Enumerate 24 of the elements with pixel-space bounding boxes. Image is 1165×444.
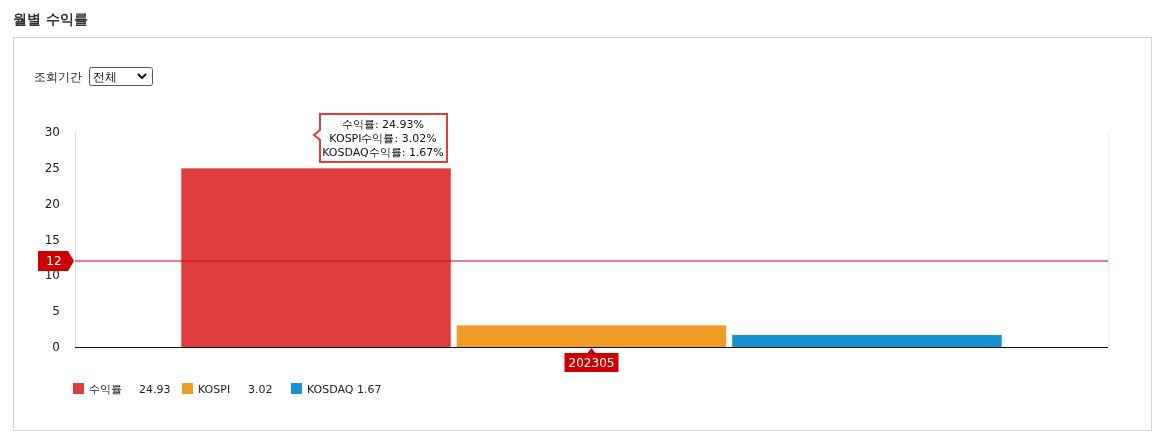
chart-title: 월별 수익률 xyxy=(13,11,88,27)
tooltip: 수익률: 24.93% KOSPI수익률: 3.02% KOSDAQ수익률: 1.67% xyxy=(312,113,448,163)
y-tick-label: 0 xyxy=(52,340,60,354)
annotation: KOSDAQ수익률: 1.67% xyxy=(322,146,444,159)
text: 1.67 xyxy=(357,383,382,396)
y-tick-label: 25 xyxy=(44,160,60,175)
text: 3.02 xyxy=(248,383,273,396)
select: 전체 xyxy=(89,67,153,86)
text: 24.93 xyxy=(139,383,171,396)
y-tick-label: 30 xyxy=(44,125,60,139)
x-tick-label: 202305 xyxy=(568,356,615,370)
bar xyxy=(456,325,727,347)
y-tick-label: 5 xyxy=(52,304,60,319)
y-tick-label: 15 xyxy=(44,232,60,247)
ref-line-label: 12 xyxy=(46,254,62,268)
bar xyxy=(732,335,1002,347)
bar xyxy=(181,168,451,347)
legend-label: KOSDAQ xyxy=(307,383,354,396)
category-label: 202305 xyxy=(564,348,619,372)
annotation: KOSPI수익률: 3.02% xyxy=(329,132,437,145)
y-tick-label: 20 xyxy=(44,196,60,211)
legend-label: 수익률 xyxy=(89,383,122,396)
text: 조회기간 xyxy=(34,70,82,84)
legend-label: KOSPI xyxy=(198,383,231,396)
